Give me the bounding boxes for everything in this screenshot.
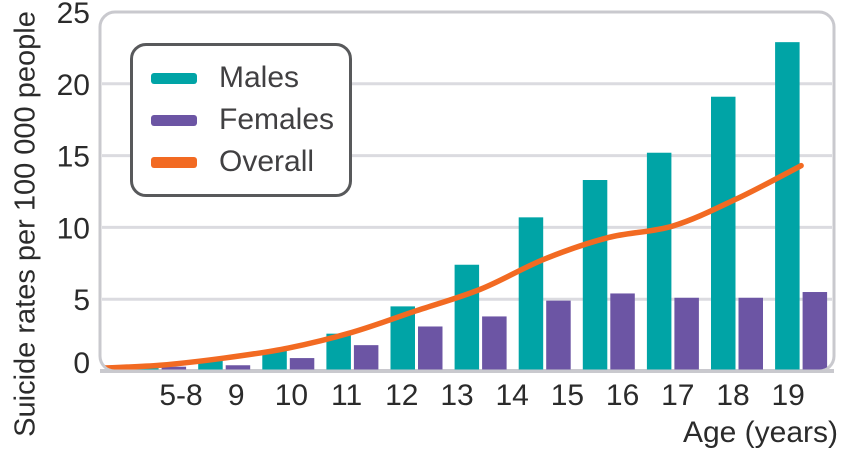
x-tick-label-13: 13	[440, 379, 473, 412]
x-tick-label-5-8: 5-8	[159, 379, 202, 412]
overall-line	[101, 162, 804, 370]
bar-males-19	[775, 42, 800, 370]
legend-item-females: Females	[151, 105, 349, 136]
y-tick-label-5: 5	[73, 284, 90, 317]
bar-females-12	[353, 345, 379, 370]
bar-females-19	[802, 292, 828, 370]
legend-label-males: Males	[219, 61, 300, 94]
x-tick-label-14: 14	[496, 379, 529, 412]
y-tick-label-15: 15	[57, 141, 90, 174]
bar-females-15	[546, 300, 571, 370]
bar-males-15	[518, 217, 544, 370]
x-tick-label-17: 17	[661, 379, 694, 412]
legend-label-overall: Overall	[219, 145, 315, 178]
bar-males-11	[262, 350, 287, 370]
legend-item-overall: Overall	[151, 147, 349, 178]
bar-females-9	[161, 366, 187, 370]
x-tick-label-16: 16	[606, 379, 639, 412]
legend-label-females: Females	[219, 103, 335, 136]
x-tick-label-9: 9	[228, 379, 245, 412]
bar-males-18	[711, 96, 736, 370]
bar-males-17	[646, 152, 672, 370]
y-tick-label-10: 10	[57, 212, 90, 245]
bar-males-14	[454, 264, 480, 370]
y-tick-label-25: 25	[57, 0, 90, 30]
males-swatch-icon	[151, 72, 197, 84]
bar-males-10	[198, 360, 223, 370]
y-tick-label-20: 20	[57, 69, 90, 102]
y-tick-label-0: 0	[73, 347, 90, 380]
overall-swatch-icon	[151, 156, 197, 168]
bar-females-11	[289, 358, 315, 370]
x-tick-label-11: 11	[331, 379, 362, 412]
bar-females-16	[610, 293, 635, 370]
x-tick-label-19: 19	[772, 379, 805, 412]
bar-females-13	[418, 326, 443, 370]
x-tick-label-15: 15	[551, 379, 584, 412]
x-tick-label-18: 18	[716, 379, 749, 412]
legend-item-males: Males	[151, 63, 349, 94]
bar-females-17	[674, 297, 699, 370]
bar-males-16	[582, 180, 608, 370]
bar-females-14	[482, 316, 507, 370]
x-tick-label-10: 10	[275, 379, 308, 412]
y-axis-title: Suicide rates per 100 000 people	[9, 11, 42, 437]
females-swatch-icon	[151, 114, 197, 126]
x-tick-label-12: 12	[385, 379, 418, 412]
bars-layer	[134, 42, 828, 370]
x-axis-title: Age (years)	[682, 416, 838, 449]
bar-females-18	[738, 297, 763, 370]
bar-females-10	[225, 365, 251, 370]
legend: Males Females Overall	[130, 43, 352, 197]
